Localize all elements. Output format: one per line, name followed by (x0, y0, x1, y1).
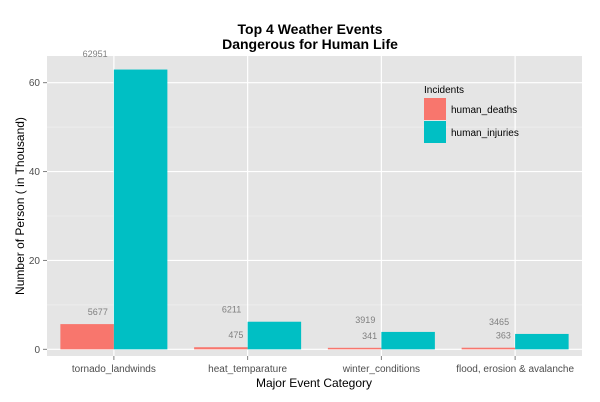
y-axis-title: Number of Person ( in Thousand) (13, 117, 27, 295)
data-label-human-deaths: 5677 (88, 307, 108, 317)
data-label-human-injuries: 3465 (489, 317, 509, 327)
data-label-human-deaths: 363 (496, 331, 511, 341)
x-tick-label: tornado_landwinds (72, 364, 156, 375)
bar-human-deaths (60, 324, 114, 350)
data-label-human-injuries: 62951 (83, 49, 108, 59)
legend-label-human-deaths: human_deaths (451, 105, 517, 116)
bar-human-injuries (113, 69, 168, 350)
legend-label-human-injuries: human_injuries (451, 128, 519, 139)
chart-title-line-1: Top 4 Weather Events (238, 21, 383, 37)
x-tick-label: flood, erosion & avalanche (456, 364, 574, 375)
x-axis: tornado_landwinds heat_temparature winter_… (72, 356, 574, 375)
y-axis: 0 20 40 60 (29, 78, 47, 356)
bar-human-deaths (461, 347, 516, 350)
y-tick-label: 0 (34, 345, 40, 356)
bar-human-injuries (247, 321, 302, 350)
data-label-human-deaths: 475 (228, 330, 243, 340)
bar-human-deaths (327, 347, 382, 350)
chart-title-line-2: Dangerous for Human Life (222, 36, 398, 52)
y-tick-label: 40 (29, 167, 41, 178)
bar-human-injuries (515, 333, 569, 350)
legend-key-human-deaths (424, 98, 446, 120)
data-label-human-injuries: 3919 (355, 315, 375, 325)
y-tick-label: 20 (29, 256, 41, 267)
bar-human-injuries (381, 331, 435, 350)
bars-group (60, 69, 569, 350)
legend-key-human-injuries (424, 121, 446, 143)
x-axis-title: Major Event Category (256, 376, 372, 390)
data-labels-group: 5677 475 341 363 62951 6211 3919 3465 (83, 49, 511, 341)
data-label-human-deaths: 341 (362, 331, 377, 341)
data-label-human-injuries: 6211 (222, 305, 241, 315)
x-tick-label: heat_temparature (208, 364, 287, 375)
legend-title: Incidents (424, 85, 464, 96)
legend: Incidents human_deaths human_injuries (424, 85, 519, 143)
bar-human-deaths (194, 347, 248, 350)
y-tick-label: 60 (29, 78, 41, 89)
x-tick-label: winter_conditions (342, 364, 420, 375)
